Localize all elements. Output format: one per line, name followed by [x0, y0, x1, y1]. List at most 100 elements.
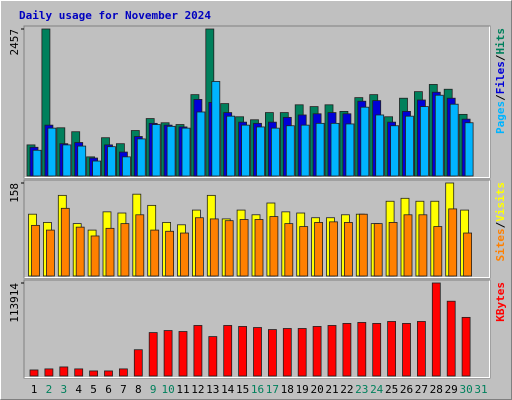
- x-tick-label: 22: [340, 383, 353, 396]
- legend-separator: /: [494, 94, 507, 101]
- bar: [327, 325, 337, 377]
- bar: [254, 219, 264, 277]
- bar: [387, 321, 397, 377]
- x-tick-label: 2: [46, 383, 53, 396]
- bar: [62, 144, 72, 177]
- bar: [342, 323, 352, 377]
- legend-separator: /: [494, 221, 507, 228]
- bar: [433, 226, 443, 277]
- bar: [405, 115, 414, 177]
- bar: [59, 366, 69, 377]
- bar: [223, 325, 233, 377]
- bar: [104, 370, 113, 377]
- bar: [256, 126, 265, 177]
- x-tick-label: 19: [296, 383, 309, 396]
- bar: [120, 223, 130, 277]
- bar: [44, 368, 54, 377]
- y-tick-label: 2457: [8, 29, 21, 56]
- bar: [403, 214, 413, 277]
- bar: [297, 328, 307, 377]
- x-tick-label: 15: [236, 383, 249, 396]
- bar: [180, 232, 189, 277]
- x-tick-label: 11: [176, 383, 189, 396]
- bar: [135, 214, 145, 277]
- bar: [193, 325, 203, 377]
- bar: [209, 218, 219, 277]
- bar: [388, 222, 398, 277]
- bar: [300, 124, 310, 177]
- legend: Sites/Visits: [494, 182, 507, 262]
- bar: [75, 226, 85, 277]
- legend-entry: Sites: [494, 228, 507, 261]
- x-tick-label: 3: [60, 383, 67, 396]
- x-tick-label: 9: [150, 383, 157, 396]
- x-tick-label: 12: [191, 383, 204, 396]
- bar: [464, 122, 474, 177]
- bar: [122, 156, 131, 177]
- legend-entry: Pages: [494, 101, 507, 134]
- bar: [166, 125, 176, 177]
- x-tick-label: 6: [105, 383, 112, 396]
- bar: [119, 368, 128, 377]
- bar: [390, 125, 400, 177]
- y-tick-label: 158: [8, 183, 21, 203]
- bar: [431, 282, 441, 377]
- bar: [418, 214, 428, 277]
- bar: [239, 219, 249, 277]
- x-tick-label: 1: [31, 383, 38, 396]
- bar: [208, 336, 218, 377]
- bar: [449, 103, 459, 177]
- bar: [360, 106, 370, 177]
- bar: [133, 349, 143, 377]
- x-tick-label: 31: [474, 383, 487, 396]
- bar: [299, 226, 309, 277]
- x-tick-label: 7: [120, 383, 127, 396]
- x-tick-label: 30: [459, 383, 472, 396]
- bar: [47, 127, 57, 177]
- bar: [74, 368, 84, 377]
- bar: [267, 329, 277, 377]
- y-tick-label: 113914: [8, 283, 21, 323]
- bar: [402, 323, 411, 377]
- bar: [373, 223, 383, 277]
- bar: [226, 115, 236, 177]
- bar: [282, 328, 292, 377]
- bar: [463, 232, 473, 277]
- bar: [46, 229, 55, 277]
- bar: [150, 229, 160, 277]
- bar: [105, 227, 115, 277]
- x-tick-label: 5: [90, 383, 97, 396]
- bar: [32, 149, 42, 177]
- bar: [90, 235, 100, 277]
- bar: [107, 146, 116, 177]
- x-tick-label: 16: [251, 383, 264, 396]
- x-tick-label: 20: [310, 383, 323, 396]
- bar: [253, 327, 262, 377]
- x-tick-label: 26: [400, 383, 413, 396]
- bar: [315, 122, 325, 177]
- bar: [314, 222, 324, 277]
- x-tick-label: 14: [221, 383, 235, 396]
- bar: [196, 111, 206, 177]
- bar: [446, 300, 456, 377]
- x-tick-label: 8: [135, 383, 142, 396]
- bar: [345, 123, 355, 177]
- bar: [241, 124, 251, 177]
- bar: [284, 223, 294, 277]
- x-tick-label: 10: [161, 383, 174, 396]
- bar: [151, 124, 161, 177]
- legend-entry: Visits: [494, 182, 507, 222]
- plot-bevel: [24, 180, 490, 278]
- x-tick-label: 24: [370, 383, 384, 396]
- bar: [60, 207, 70, 277]
- x-tick-label: 25: [385, 383, 398, 396]
- bar: [416, 321, 426, 377]
- bar: [357, 322, 367, 377]
- bar: [89, 370, 98, 377]
- bar: [375, 114, 385, 177]
- plot-bevel: [24, 26, 490, 178]
- chart-title: Daily usage for November 2024: [19, 9, 211, 22]
- bar: [419, 106, 429, 177]
- bar: [77, 145, 87, 177]
